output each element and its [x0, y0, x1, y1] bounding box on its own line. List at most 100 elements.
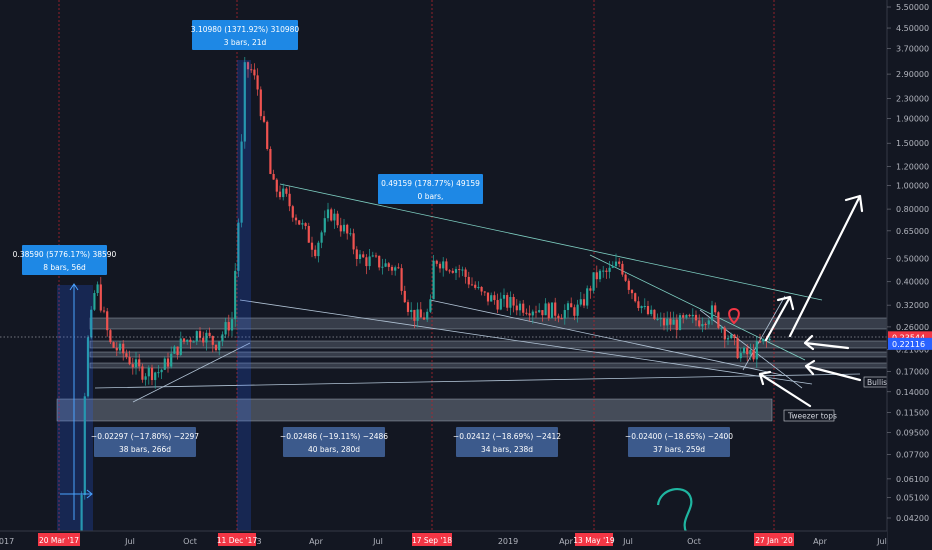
candle: [579, 291, 582, 307]
trendline-floor: [94, 373, 861, 389]
candle: [237, 218, 240, 277]
candle: [534, 305, 538, 318]
svg-text:3 bars, 21d: 3 bars, 21d: [224, 38, 267, 47]
candle: [643, 298, 646, 310]
price-axis[interactable]: 5.50000 4.50000 3.70000 2.90000 2.30000 1.900…: [887, 3, 932, 523]
zone-0115: [56, 398, 773, 422]
candle: [157, 365, 160, 378]
candle: [205, 330, 208, 351]
candle: [240, 134, 243, 228]
price-tick-label: 0.65000: [896, 227, 929, 236]
candle: [358, 250, 362, 264]
candle: [182, 338, 186, 345]
left-spike-arrows: [60, 283, 93, 520]
time-tick-label: Jul: [876, 537, 887, 546]
candle: [112, 341, 115, 349]
candle: [115, 342, 118, 356]
candle: [269, 146, 272, 175]
measure-box-down: −0.02297 (−17.80%) −2297 38 bars, 266d: [91, 427, 199, 457]
candle: [493, 291, 496, 305]
time-tick-label: Apr: [559, 537, 574, 546]
candle: [400, 264, 403, 295]
candle: [563, 304, 566, 325]
price-tick-label: 0.32000: [896, 301, 929, 310]
trendline-wedge: [699, 309, 803, 389]
candle: [93, 290, 96, 312]
svg-text:−0.02400 (−18.65%) −2400: −0.02400 (−18.65%) −2400: [625, 432, 733, 441]
measure-range-band: [237, 60, 251, 531]
candle: [397, 263, 400, 269]
candle: [509, 291, 512, 316]
candle: [646, 300, 650, 316]
svg-text:−0.02297 (−17.80%) −2297: −0.02297 (−17.80%) −2297: [91, 432, 199, 441]
trendline-mid-channel: [239, 299, 813, 385]
candle: [253, 63, 256, 80]
candle: [685, 314, 688, 320]
candle: [630, 289, 634, 300]
svg-text:0.49159 (178.77%) 49159: 0.49159 (178.77%) 49159: [381, 179, 480, 188]
candle: [496, 293, 499, 314]
candle: [362, 251, 365, 259]
candle: [662, 312, 666, 331]
candle: [336, 210, 339, 228]
candle: [547, 301, 550, 321]
candle: [186, 339, 189, 345]
trendline-diag-2: [589, 254, 806, 361]
event-date-badge: 11 Dec '17: [217, 533, 257, 546]
candle: [714, 302, 717, 315]
candle: [419, 302, 422, 318]
candle: [451, 268, 454, 274]
candle: [470, 277, 474, 286]
measure-box-down: −0.02486 (−19.11%) −2486 40 bars, 280d: [280, 427, 388, 457]
candle: [214, 344, 218, 352]
candle: [576, 299, 579, 323]
candle: [125, 349, 128, 360]
candle: [666, 311, 669, 332]
candle: [131, 357, 134, 375]
svg-text:27 Jan '20: 27 Jan '20: [755, 536, 793, 545]
candle: [432, 254, 435, 300]
price-tick-label: 1.20000: [896, 163, 929, 172]
candle: [86, 335, 90, 398]
price-tick-label: 0.26000: [896, 323, 929, 332]
price-tick-label: 2.90000: [896, 70, 929, 79]
candle: [544, 298, 547, 316]
measure-box-up: 0.49159 (178.77%) 49159 0 bars,: [378, 174, 483, 204]
trend-lines: [94, 183, 861, 403]
candle: [90, 306, 93, 340]
candle: [605, 268, 608, 279]
candle: [365, 254, 368, 275]
candle: [506, 292, 509, 312]
candle: [224, 317, 227, 339]
candle: [198, 327, 202, 342]
spike-up-arrow: [69, 283, 79, 520]
candle: [134, 351, 138, 375]
time-axis[interactable]: 2017 Jul Oct Apr Jul 2019 Apr Jul Oct Apr Jul 3 20 M…: [0, 533, 887, 546]
measure-box-down: −0.02400 (−18.65%) −2400 37 bars, 259d: [625, 427, 733, 457]
candle: [602, 266, 605, 278]
candle: [294, 214, 298, 225]
candle: [442, 257, 445, 277]
candle: [480, 286, 483, 296]
time-tick-label: Jul: [124, 537, 135, 546]
candle: [682, 312, 685, 324]
svg-text:8 bars, 56d: 8 bars, 56d: [43, 263, 86, 272]
candle: [406, 299, 410, 316]
candle: [752, 344, 755, 362]
candle: [659, 312, 662, 327]
candle: [490, 292, 493, 302]
candle: [310, 236, 314, 258]
svg-text:38 bars, 266d: 38 bars, 266d: [119, 445, 171, 454]
price-tick-label: 0.04200: [896, 514, 929, 523]
candle: [531, 309, 534, 324]
tweezer-text: Tweezer tops: [787, 412, 837, 421]
support-zones: [56, 317, 888, 422]
candle: [515, 299, 518, 316]
candle: [608, 260, 611, 279]
candle: [586, 285, 589, 309]
candle: [637, 296, 640, 311]
price-tick-label: 0.14000: [896, 388, 929, 397]
candle: [128, 350, 131, 366]
candle: [307, 222, 310, 243]
